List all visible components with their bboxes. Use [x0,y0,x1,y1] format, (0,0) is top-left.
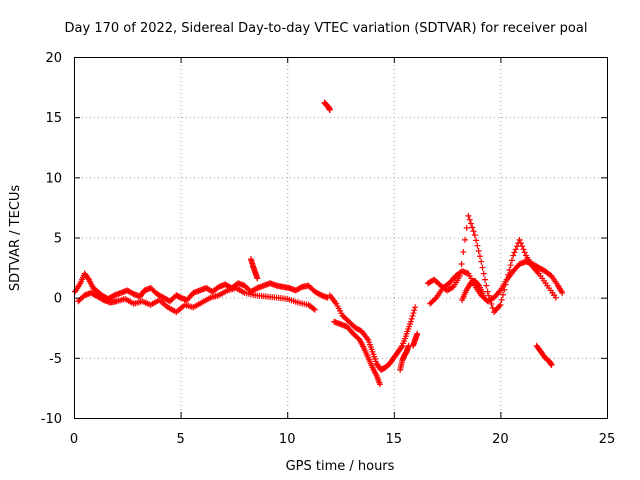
data-point [311,306,318,313]
data-point [488,300,495,307]
data-point [432,295,439,302]
data-point [410,310,417,317]
data-point [479,264,486,271]
y-tick-label: 20 [45,51,62,66]
data-point [519,243,526,250]
data-point [521,249,528,256]
data-point [474,242,481,249]
data-point [520,246,527,253]
data-point [512,246,519,253]
series-sdtvar [72,99,566,388]
data-point [475,247,482,254]
data-point [326,106,333,113]
data-point [516,236,523,243]
data-point [503,276,510,283]
data-point [458,260,465,267]
data-point [506,266,513,273]
data-point [407,318,414,325]
data-point [376,381,383,388]
data-point [552,294,559,301]
y-tick-label: 10 [45,171,62,186]
data-point [456,273,463,280]
data-point [254,275,261,282]
y-tick-label: -5 [49,352,62,367]
data-point [470,228,477,235]
data-point [505,271,512,278]
x-tick-label: 0 [70,432,78,447]
chart-title: Day 170 of 2022, Sidereal Day-to-day VTE… [65,21,588,36]
data-point [463,224,470,231]
axis-ticks: 0 5 10 15 20 25 -10 -5 0 5 10 15 20 [41,51,616,447]
y-tick-label: -10 [41,412,62,427]
data-point [514,243,521,250]
data-point [466,216,473,223]
data-point [510,252,517,259]
x-tick-label: 10 [279,432,296,447]
data-point [502,281,509,288]
data-point [508,257,515,264]
data-point [476,253,483,260]
x-axis-label: GPS time / hours [286,459,395,474]
y-tick-label: 5 [54,232,62,247]
data-point [409,312,416,319]
data-point [517,240,524,247]
y-tick-label: 0 [54,292,62,307]
data-point [511,249,518,256]
y-tick-label: 15 [45,111,62,126]
data-point [478,258,485,265]
x-tick-label: 25 [599,432,616,447]
data-point [483,282,490,289]
data-point [499,291,506,298]
data-point [480,270,487,277]
x-tick-label: 15 [386,432,403,447]
y-axis-label: SDTVAR / TECUs [8,185,23,292]
data-point [460,248,467,255]
x-tick-label: 5 [176,432,184,447]
data-point [412,304,419,311]
data-point [559,289,566,296]
data-point [548,362,555,369]
data-point [497,301,504,308]
data-point [465,212,472,219]
data-point [501,286,508,293]
data-point [408,315,415,322]
data-point [398,344,405,351]
x-tick-label: 20 [492,432,509,447]
data-point [310,305,317,312]
data-point [473,237,480,244]
data-point [485,292,492,299]
data-point [498,296,505,303]
data-point [484,288,491,295]
data-point [471,232,478,239]
data-point [480,292,487,299]
data-point [411,307,418,314]
data-point [462,236,469,243]
data-point [405,342,412,349]
data-point [507,262,514,269]
data-point [487,296,494,303]
grid [74,57,607,418]
data-point [469,224,476,231]
data-point [482,276,489,283]
data-point [467,220,474,227]
data-point [414,330,421,337]
